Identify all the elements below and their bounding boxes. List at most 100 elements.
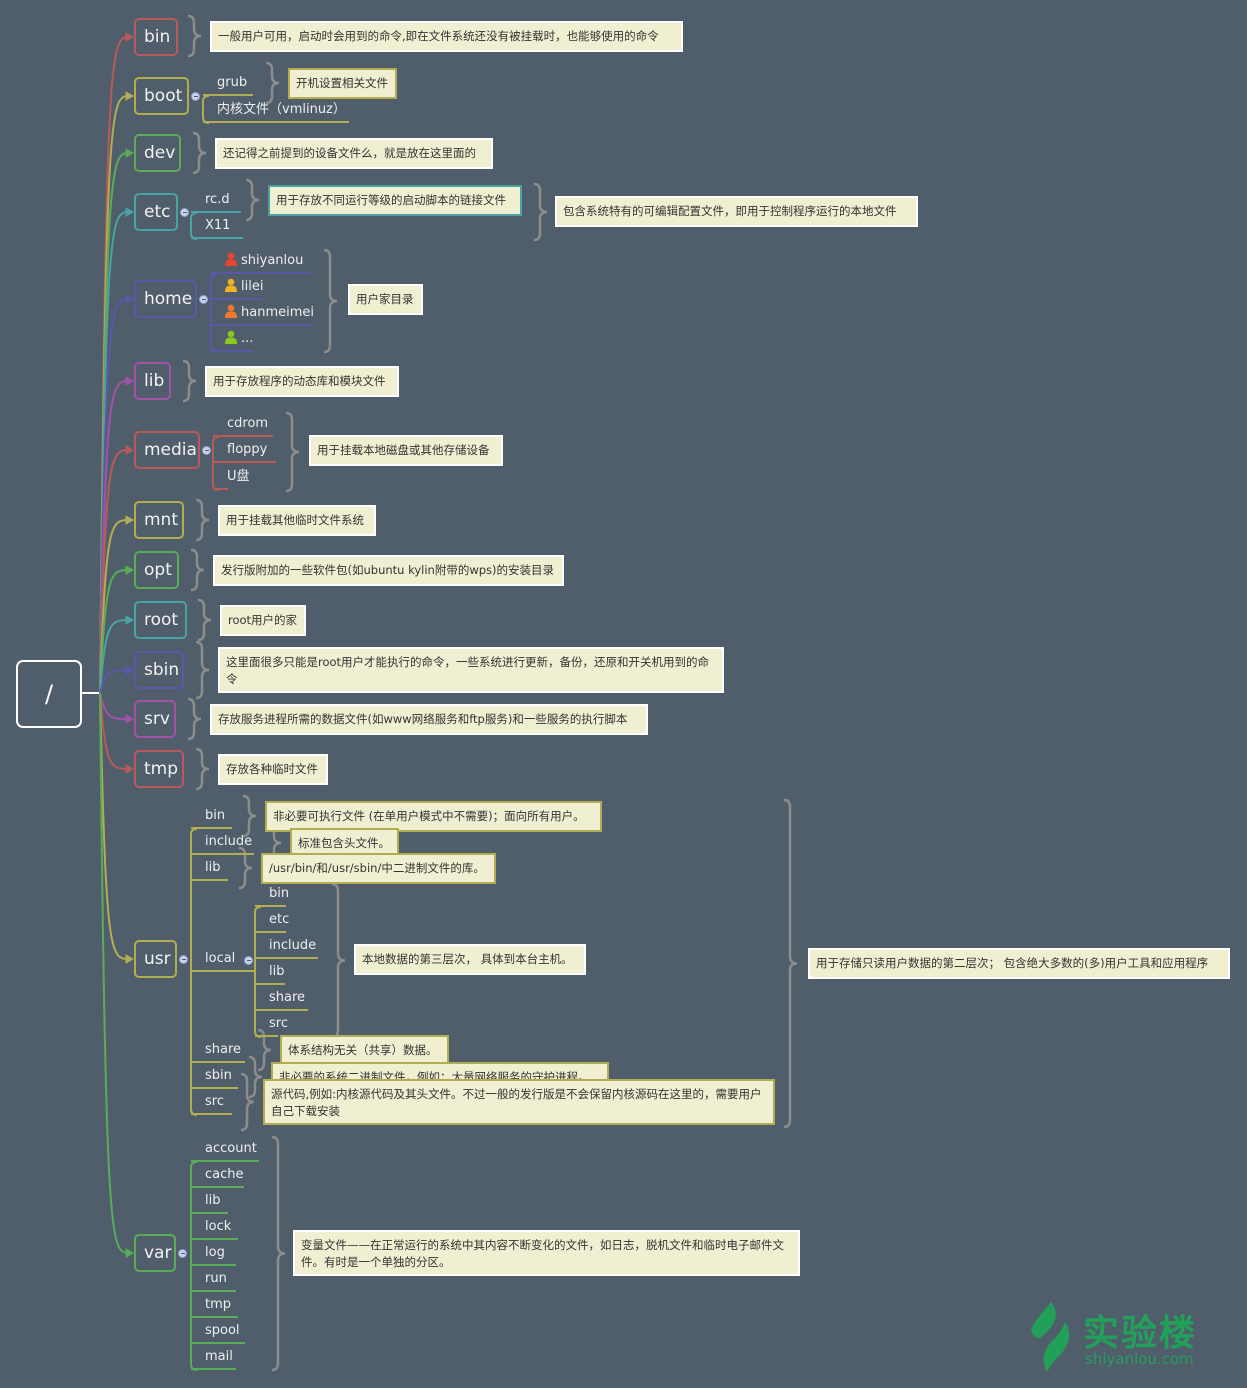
dir-label: bin: [144, 27, 171, 47]
user-icon-yellow: [225, 278, 237, 292]
child-item[interactable]: U盘: [213, 466, 250, 490]
child-item[interactable]: mail: [191, 1346, 236, 1370]
dir-node-opt[interactable]: opt: [134, 551, 179, 589]
child-item[interactable]: spool: [191, 1320, 245, 1344]
brace: [285, 411, 300, 493]
arrow-icon: [125, 515, 135, 525]
logo-leaf-icon: [1031, 1302, 1070, 1372]
note-box: 发行版附加的一些软件包(如ubuntu kylin附带的wps)的安装目录: [213, 555, 564, 586]
child-item[interactable]: lilei: [211, 276, 263, 300]
child-item[interactable]: cdrom: [213, 413, 273, 437]
note-box: 一般用户可用，启动时会用到的命令,即在文件系统还没有被挂载时，也能够使用的命令: [210, 21, 683, 52]
logo-name: 实验楼: [1083, 1313, 1198, 1354]
dir-connector: [99, 692, 131, 960]
child-item[interactable]: ...: [211, 328, 253, 352]
brace: [323, 248, 338, 354]
child-item[interactable]: account: [191, 1138, 259, 1162]
dir-node-mnt[interactable]: mnt: [134, 501, 184, 539]
branch-corner: [202, 95, 210, 102]
child-item[interactable]: etc: [255, 909, 290, 933]
dir-node-media[interactable]: media: [134, 431, 200, 469]
arrow-icon: [125, 32, 135, 42]
arrow-icon: [125, 764, 135, 774]
child-item[interactable]: floppy: [213, 439, 276, 463]
note-box: root用户的家: [220, 605, 306, 636]
dir-label: opt: [144, 560, 172, 580]
child-item[interactable]: cache: [191, 1164, 244, 1188]
child-item[interactable]: src: [191, 1091, 232, 1115]
child-label: X11: [205, 218, 231, 233]
brace: [192, 131, 207, 175]
child-item[interactable]: lib: [191, 857, 228, 881]
child-label: run: [205, 1271, 227, 1286]
brace: [265, 61, 280, 105]
dir-node-srv[interactable]: srv: [134, 700, 176, 738]
child-item[interactable]: share: [191, 1039, 245, 1063]
dir-node-dev[interactable]: dev: [134, 134, 181, 172]
child-item[interactable]: X11: [191, 215, 243, 239]
child-item[interactable]: shiyanlou: [211, 250, 310, 274]
child-item[interactable]: local: [191, 948, 254, 972]
brace: [187, 697, 202, 741]
child-label: log: [205, 1245, 225, 1260]
brace: [195, 640, 210, 700]
collapse-toggle-icon[interactable]: [244, 956, 253, 965]
note-box: 用户家目录: [348, 284, 423, 315]
brace: [238, 846, 253, 890]
branch-corner: [190, 212, 198, 219]
dir-label: dev: [144, 143, 176, 163]
collapse-toggle-icon[interactable]: [178, 1249, 187, 1258]
child-item[interactable]: include: [191, 831, 254, 855]
dir-node-boot[interactable]: boot: [134, 77, 189, 115]
child-item[interactable]: log: [191, 1242, 236, 1266]
child-item[interactable]: tmp: [191, 1294, 238, 1318]
dir-label: srv: [144, 709, 170, 729]
brace: [331, 882, 346, 1039]
collapse-toggle-icon[interactable]: [191, 92, 200, 101]
dir-node-home[interactable]: home: [134, 280, 197, 318]
collapse-toggle-icon[interactable]: [199, 295, 208, 304]
dir-node-var[interactable]: var: [134, 1234, 176, 1272]
dir-node-lib[interactable]: lib: [134, 362, 171, 400]
user-icon-green: [225, 330, 237, 344]
child-item[interactable]: bin: [191, 805, 232, 829]
collapse-toggle-icon[interactable]: [180, 208, 189, 217]
brace: [195, 498, 210, 542]
dir-node-usr[interactable]: usr: [134, 940, 177, 978]
root-node[interactable]: /: [16, 660, 82, 728]
dir-node-tmp[interactable]: tmp: [134, 750, 184, 788]
collapse-toggle-icon[interactable]: [179, 955, 188, 964]
note-box: 体系结构无关（共享）数据。: [280, 1035, 449, 1066]
child-item[interactable]: run: [191, 1268, 236, 1292]
child-label: etc: [269, 912, 290, 927]
dir-connector: [99, 569, 131, 694]
child-item[interactable]: lock: [191, 1216, 238, 1240]
root-label: /: [44, 680, 54, 708]
child-item[interactable]: src: [255, 1013, 288, 1037]
child-item[interactable]: hanmeimei: [211, 302, 315, 326]
child-item[interactable]: bin: [255, 883, 289, 907]
dir-node-bin[interactable]: bin: [134, 18, 178, 56]
child-item[interactable]: sbin: [191, 1065, 238, 1089]
collapse-toggle-icon[interactable]: [202, 446, 211, 455]
dir-node-sbin[interactable]: sbin: [134, 651, 184, 689]
arrow-icon: [125, 714, 135, 724]
dir-node-etc[interactable]: etc: [134, 193, 178, 231]
brace: [190, 548, 205, 592]
arrow-icon: [125, 1248, 135, 1258]
child-label: local: [205, 951, 236, 966]
child-label: src: [269, 1016, 288, 1031]
child-label: 内核文件（vmlinuz）: [217, 102, 346, 117]
child-item[interactable]: grub: [203, 72, 253, 96]
child-label: bin: [205, 808, 226, 823]
child-item[interactable]: lib: [191, 1190, 228, 1214]
child-item[interactable]: share: [255, 987, 308, 1011]
dir-node-root[interactable]: root: [134, 601, 187, 639]
child-item[interactable]: include: [255, 935, 318, 959]
child-item[interactable]: lib: [255, 961, 285, 985]
child-label: account: [205, 1141, 257, 1156]
brace: [195, 747, 210, 791]
child-item[interactable]: rc.d: [191, 189, 241, 213]
note-box: 源代码,例如:内核源代码及其头文件。不过一般的发行版是不会保留内核源码在这里的，…: [263, 1079, 775, 1125]
child-item[interactable]: 内核文件（vmlinuz）: [203, 99, 349, 123]
